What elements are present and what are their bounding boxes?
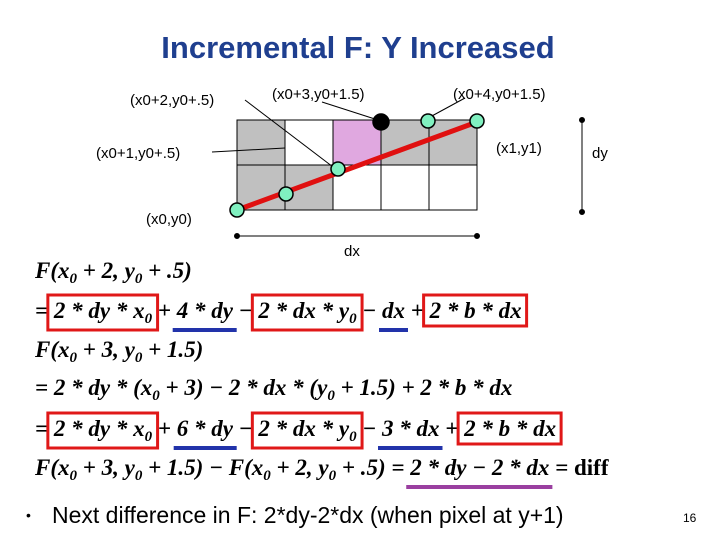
point-label: (x0+1,y0+.5) [96,145,180,162]
highlight-box [46,411,160,450]
dimension-lines [234,117,585,239]
equation: = 2 * dy * x0 + 4 * dy − 2 * dx * y0 − d… [35,298,522,327]
point-label: (x0+3,y0+1.5) [272,86,365,103]
ideal-line [236,119,478,213]
page-number: 16 [683,511,697,525]
highlight-box [456,411,563,446]
slide-title: Incremental F: Y Increased [161,30,554,65]
highlight-box [250,293,364,332]
equation: F(x0 + 3, y0 + 1.5) − F(x0 + 2, y0 + .5)… [34,455,609,484]
point-label: (x0+4,y0+1.5) [453,86,546,103]
bullet-text: Next difference in F: 2*dy-2*dx (when pi… [52,502,564,528]
equation: = 2 * dy * x0 + 6 * dy − 2 * dx * y0 − 3… [35,416,556,445]
point-label: (x0,y0) [146,211,192,228]
equation: = 2 * dy * (x0 + 3) − 2 * dx * (y0 + 1.5… [35,375,512,404]
leader-lines [211,97,466,171]
pixel-grid [236,119,478,211]
highlight-box [422,293,529,328]
highlight-box [250,411,364,450]
point-label: (x1,y1) [496,140,542,157]
equation: F(x0 + 2, y0 + .5) [34,258,192,287]
dx-label: dx [344,243,360,260]
highlight-box [46,293,160,332]
equation: F(x0 + 3, y0 + 1.5) [34,337,203,366]
pixel-points [229,113,485,218]
equations: F(x0 + 2, y0 + .5) = 2 * dy * x0 + 4 * d… [34,258,609,484]
dy-label: dy [592,145,608,162]
bullet-marker: • [26,507,31,523]
point-label: (x0+2,y0+.5) [130,92,214,109]
